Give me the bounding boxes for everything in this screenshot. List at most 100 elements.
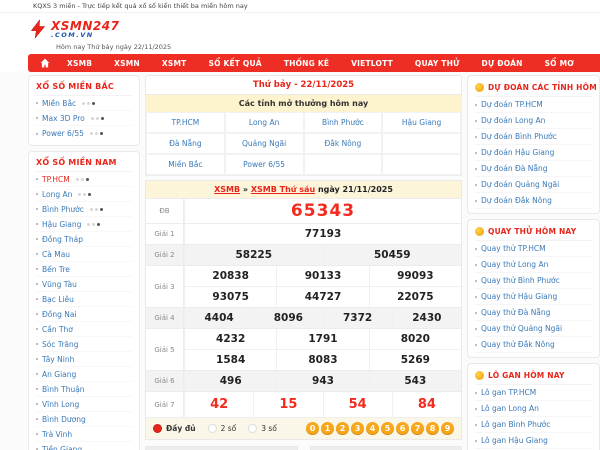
sidebar-item-label[interactable]: Tây Ninh (42, 354, 75, 364)
sidebar-item-dong-nai[interactable]: Đồng Nai (36, 307, 132, 322)
sidebar-item-label[interactable]: Đồng Nai (42, 309, 77, 319)
ball-0[interactable]: 0 (306, 422, 319, 435)
right-item-label[interactable]: Dự đoán Đà Nẵng (481, 164, 548, 173)
sidebar-item-label[interactable]: Sóc Trăng (42, 339, 79, 349)
right-item-label[interactable]: Quay thử Đà Nẵng (481, 308, 551, 317)
right-item-label[interactable]: Dự đoán Quảng Ngãi (481, 180, 560, 189)
nav-item-thong-ke[interactable]: THỐNG KÊ (283, 58, 330, 68)
sidebar-item-label[interactable]: Bình Dương (42, 414, 86, 424)
sidebar-item-label[interactable]: Vĩnh Long (42, 399, 80, 409)
nav-item-vietlott[interactable]: VIETLOTT (351, 58, 393, 68)
nav-item-xsmb[interactable]: XSMB (67, 58, 93, 68)
right-item-label[interactable]: Quay thử Bình Phước (481, 276, 560, 285)
sidebar-item-label[interactable]: Tiền Giang (42, 444, 83, 450)
right-item-label[interactable]: Dự đoán Long An (481, 116, 546, 125)
today-province-hau-giang[interactable]: Hậu Giang (382, 112, 461, 133)
today-province-binh-phuoc[interactable]: Bình Phước (303, 112, 383, 133)
today-province-long-an[interactable]: Long An (224, 112, 304, 133)
today-province-power-6-55[interactable]: Power 6/55 (224, 154, 304, 175)
sidebar-item-an-giang[interactable]: An Giang (36, 367, 132, 382)
site-logo[interactable]: XSMN247 .COM.VN (28, 18, 600, 40)
nav-item-so-ket-qua[interactable]: SỔ KẾT QUẢ (208, 58, 262, 68)
right-item-label[interactable]: Quay thử Long An (481, 260, 549, 269)
breadcrumb-xsmb-link[interactable]: XSMB (214, 185, 241, 194)
sidebar-item-label[interactable]: Miền Bắc (42, 98, 77, 108)
sidebar-item-label[interactable]: TP.HCM (42, 174, 70, 184)
sidebar-item-tay-ninh[interactable]: Tây Ninh (36, 352, 132, 367)
right-item-label[interactable]: Lô gan Long An (481, 404, 539, 413)
right-item-quay-thu-dak-nong[interactable]: Quay thử Đắk Nông (475, 337, 592, 353)
right-item-quay-thu-tp-hcm[interactable]: Quay thử TP.HCM (475, 241, 592, 257)
ball-9[interactable]: 9 (441, 422, 454, 435)
right-item-lo-gan-long-an[interactable]: Lô gan Long An (475, 401, 592, 417)
sidebar-item-tra-vinh[interactable]: Trà Vinh (36, 427, 132, 442)
sidebar-item-label[interactable]: Đồng Tháp (42, 234, 83, 244)
right-item-label[interactable]: Lô gan Hậu Giang (481, 436, 548, 445)
right-item-label[interactable]: Dự đoán Đắk Nông (481, 196, 552, 205)
nav-item-quay-thu[interactable]: QUAY THỬ (414, 58, 460, 68)
right-item-du-doan-da-nang[interactable]: Dự đoán Đà Nẵng (475, 161, 592, 177)
filter-option-3-so[interactable]: 3 số (248, 424, 277, 433)
right-item-quay-thu-hau-giang[interactable]: Quay thử Hậu Giang (475, 289, 592, 305)
right-item-quay-thu-da-nang[interactable]: Quay thử Đà Nẵng (475, 305, 592, 321)
sidebar-item-ca-mau[interactable]: Cà Mau (36, 247, 132, 262)
right-item-label[interactable]: Quay thử TP.HCM (481, 244, 546, 253)
right-item-quay-thu-long-an[interactable]: Quay thử Long An (475, 257, 592, 273)
sidebar-item-label[interactable]: Vũng Tàu (42, 279, 77, 289)
sidebar-item-label[interactable]: Bến Tre (42, 264, 70, 274)
sidebar-item-label[interactable]: Bình Phước (42, 204, 84, 214)
sidebar-item-label[interactable]: Bạc Liêu (42, 294, 74, 304)
sidebar-item-label[interactable]: Cần Thơ (42, 324, 73, 334)
right-item-du-doan-hau-giang[interactable]: Dự đoán Hậu Giang (475, 145, 592, 161)
sidebar-item-label[interactable]: Cà Mau (42, 249, 71, 259)
sidebar-item-tien-giang[interactable]: Tiền Giang (36, 442, 132, 450)
sidebar-item-label[interactable]: An Giang (42, 369, 77, 379)
today-province-mien-bac[interactable]: Miền Bắc (146, 154, 225, 175)
nav-item-xsmn[interactable]: XSMN (114, 58, 140, 68)
ball-3[interactable]: 3 (351, 422, 364, 435)
right-item-quay-thu-binh-phuoc[interactable]: Quay thử Bình Phước (475, 273, 592, 289)
filter-option-2-so[interactable]: 2 số (207, 424, 236, 433)
sidebar-item-label[interactable]: Trà Vinh (42, 429, 73, 439)
sidebar-item-vung-tau[interactable]: Vũng Tàu (36, 277, 132, 292)
sidebar-item-soc-trang[interactable]: Sóc Trăng (36, 337, 132, 352)
sidebar-item-tp-hcm[interactable]: TP.HCM (36, 172, 132, 187)
right-item-label[interactable]: Dự đoán Hậu Giang (481, 148, 555, 157)
sidebar-item-label[interactable]: Power 6/55 (42, 129, 84, 138)
sidebar-item-label[interactable]: Max 3D Pro (42, 113, 85, 123)
nav-item-du-doan[interactable]: DỰ ĐOÁN (481, 58, 523, 68)
nav-item-xsmt[interactable]: XSMT (161, 58, 187, 68)
sidebar-item-long-an[interactable]: Long An (36, 187, 132, 202)
ball-2[interactable]: 2 (336, 422, 349, 435)
today-province-quang-ngai[interactable]: Quảng Ngãi (224, 133, 304, 154)
right-item-du-doan-dak-nong[interactable]: Dự đoán Đắk Nông (475, 193, 592, 209)
right-item-label[interactable]: Quay thử Đắk Nông (481, 340, 555, 349)
ball-5[interactable]: 5 (381, 422, 394, 435)
radio-icon[interactable] (207, 424, 217, 433)
right-item-du-doan-long-an[interactable]: Dự đoán Long An (475, 113, 592, 129)
sidebar-item-label[interactable]: Long An (42, 189, 73, 199)
sidebar-item-max-3d-pro[interactable]: Max 3D Pro (36, 111, 132, 126)
right-item-lo-gan-tp-hcm[interactable]: Lô gan TP.HCM (475, 385, 592, 401)
right-item-label[interactable]: Dự đoán TP.HCM (481, 100, 543, 109)
ball-1[interactable]: 1 (321, 422, 334, 435)
sidebar-item-ben-tre[interactable]: Bến Tre (36, 262, 132, 277)
sidebar-item-binh-phuoc[interactable]: Bình Phước (36, 202, 132, 217)
sidebar-item-label[interactable]: Bình Thuận (42, 384, 85, 394)
sidebar-item-can-tho[interactable]: Cần Thơ (36, 322, 132, 337)
filter-option-day-du[interactable]: Đầy đủ (153, 424, 196, 433)
home-icon[interactable] (34, 54, 56, 72)
sidebar-item-power-6-55[interactable]: Power 6/55 (36, 126, 132, 141)
sidebar-item-dong-thap[interactable]: Đồng Tháp (36, 232, 132, 247)
nav-item-so-mo[interactable]: SỔ MƠ (544, 58, 574, 68)
radio-icon[interactable] (248, 424, 258, 433)
sidebar-item-mien-bac[interactable]: Miền Bắc (36, 96, 132, 111)
sidebar-item-hau-giang[interactable]: Hậu Giang (36, 217, 132, 232)
today-province-dak-nong[interactable]: Đắk Nông (303, 133, 383, 154)
right-item-quay-thu-quang-ngai[interactable]: Quay thử Quảng Ngãi (475, 321, 592, 337)
right-item-label[interactable]: Quay thử Hậu Giang (481, 292, 558, 301)
radio-icon[interactable] (153, 424, 162, 433)
sidebar-item-bac-lieu[interactable]: Bạc Liêu (36, 292, 132, 307)
right-item-lo-gan-hau-giang[interactable]: Lô gan Hậu Giang (475, 433, 592, 449)
right-item-lo-gan-binh-phuoc[interactable]: Lô gan Bình Phước (475, 417, 592, 433)
